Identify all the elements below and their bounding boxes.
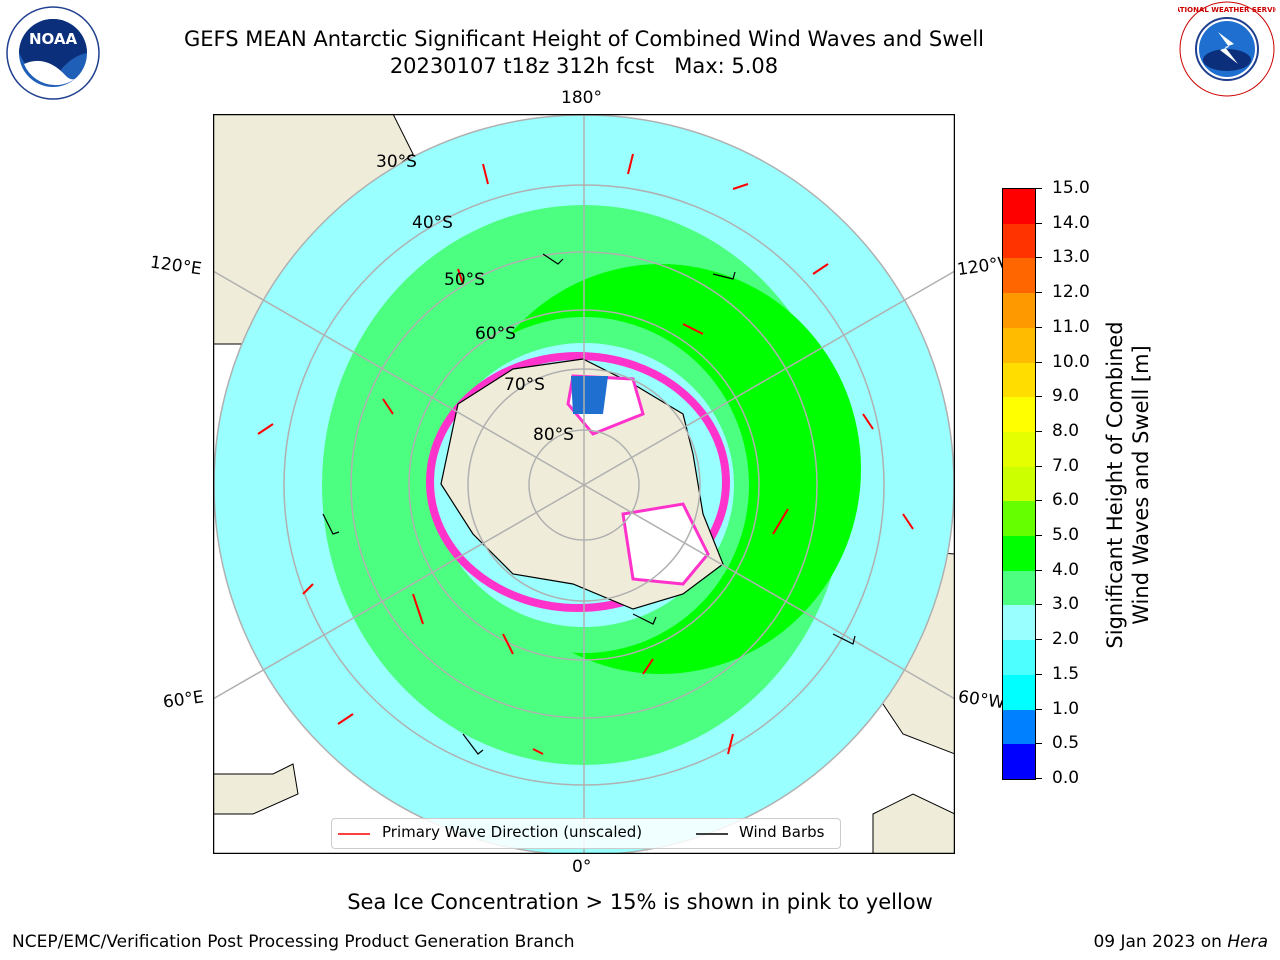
colorbar-tick-mark [1036, 778, 1042, 779]
colorbar-tick-mark [1036, 673, 1042, 675]
colorbar-tick-mark [1036, 743, 1042, 745]
colorbar-segment [1003, 709, 1035, 745]
map-legend: Primary Wave Direction (unscaled) Wind B… [331, 818, 841, 849]
colorbar-title-line-2: Wind Waves and Swell [m] [1129, 345, 1153, 625]
colorbar-segment [1003, 570, 1035, 606]
colorbar-tick-mark [1036, 257, 1042, 259]
colorbar-tick-label: 9.0 [1052, 386, 1080, 407]
colorbar-segment [1003, 397, 1035, 432]
colorbar-title-line-1: Significant Height of Combined [1103, 321, 1127, 649]
nws-ring-text: NATIONAL WEATHER SERVICE [1178, 6, 1276, 14]
footer-date-text: 09 Jan 2023 on [1093, 932, 1228, 952]
colorbar-tick-mark [1036, 500, 1042, 502]
footer-host: Hera [1227, 932, 1268, 952]
land-bottom-right [872, 793, 955, 854]
colorbar-segment [1003, 327, 1035, 363]
colorbar-tick-label: 11.0 [1052, 316, 1090, 337]
meridians [213, 114, 955, 854]
colorbar-tick-label: 2.0 [1052, 629, 1080, 650]
colorbar-tick-label: 5.0 [1052, 525, 1080, 546]
colorbar-tick-mark [1036, 361, 1042, 363]
colorbar-segment [1003, 258, 1035, 294]
colorbar-segment [1003, 293, 1035, 328]
colorbar-segment [1003, 466, 1035, 502]
colorbar-segment [1003, 189, 1035, 224]
colorbar-tick-label: 7.0 [1052, 455, 1080, 476]
colorbar-segment [1003, 640, 1035, 675]
colorbar-tick-label: 6.0 [1052, 490, 1080, 511]
colorbar-tick-label: 10.0 [1052, 351, 1090, 372]
colorbar-tick-label: 14.0 [1052, 212, 1090, 233]
sea-ice-ring [426, 352, 730, 612]
colorbar-tick-mark [1036, 465, 1042, 467]
noaa-logo: NOAA [6, 6, 100, 100]
lon-label-0: 0° [572, 857, 592, 877]
colorbar-tick-label: 0.5 [1052, 733, 1080, 754]
wind-barbs-legend-line [696, 833, 728, 835]
colorbar-segment [1003, 605, 1035, 641]
lat-label-30s: 30°S [376, 152, 417, 172]
lon-label-60w: 60°W [956, 686, 1005, 714]
colorbar-title: Significant Height of Combined Wind Wave… [1102, 321, 1154, 648]
land-africa [213, 763, 299, 815]
lon-label-60e: 60°E [161, 687, 206, 713]
colorbar-tick-label: 12.0 [1052, 282, 1090, 303]
colorbar-tick-mark [1036, 639, 1042, 641]
ice-ross-sea [571, 376, 608, 414]
colorbar-tick-label: 0.0 [1052, 768, 1080, 788]
colorbar-tick-mark [1036, 396, 1042, 398]
lat-label-50s: 50°S [444, 270, 485, 290]
colorbar-tick-mark [1036, 430, 1042, 432]
lat-label-40s: 40°S [412, 213, 453, 233]
noaa-logo-text: NOAA [29, 30, 78, 48]
colorbar-tick-mark [1036, 292, 1042, 294]
colorbar-tick-label: 8.0 [1052, 420, 1080, 441]
lon-label-180: 180° [561, 88, 602, 108]
colorbar-segment [1003, 431, 1035, 467]
lat-label-80s: 80°S [533, 425, 574, 445]
colorbar-tick-mark [1036, 222, 1042, 224]
colorbar-tick-label: 1.0 [1052, 698, 1080, 719]
lat-label-60s: 60°S [475, 324, 516, 344]
wave-direction-arrows [257, 153, 914, 755]
sea-ice-caption: Sea Ice Concentration > 15% is shown in … [347, 890, 933, 914]
colorbar-segment [1003, 536, 1035, 571]
colorbar-tick-label: 1.5 [1052, 663, 1080, 684]
colorbar-tick-mark [1036, 604, 1042, 606]
legend-wind-barbs: Wind Barbs [739, 823, 825, 841]
colorbar-tick-label: 15.0 [1052, 178, 1090, 198]
wave-direction-legend-line [338, 833, 370, 835]
legend-wave-direction: Primary Wave Direction (unscaled) [382, 823, 643, 841]
footer-branch: NCEP/EMC/Verification Post Processing Pr… [12, 932, 575, 952]
wind-barbs [322, 253, 856, 755]
colorbar-tick-mark [1036, 569, 1042, 571]
lat-label-70s: 70°S [504, 375, 545, 395]
colorbar-tick-mark [1036, 326, 1042, 328]
colorbar-tick-label: 13.0 [1052, 247, 1090, 268]
colorbar-tick-mark [1036, 188, 1042, 189]
colorbar-segment [1003, 744, 1035, 779]
colorbar-segment [1003, 362, 1035, 398]
chart-title: GEFS MEAN Antarctic Significant Height o… [0, 26, 1168, 80]
nws-logo: NATIONAL WEATHER SERVICE [1169, 0, 1280, 98]
lon-label-120e: 120°E [148, 252, 203, 280]
colorbar-tick-mark [1036, 535, 1042, 537]
ice-shelf-weddell [621, 502, 710, 586]
colorbar-tick-mark [1036, 708, 1042, 710]
footer-date: 09 Jan 2023 on Hera [1093, 932, 1268, 952]
title-line-1: GEFS MEAN Antarctic Significant Height o… [183, 27, 985, 51]
colorbar [1002, 188, 1036, 780]
title-line-2: 20230107 t18z 312h fcst Max: 5.08 [389, 54, 779, 78]
colorbar-segment [1003, 674, 1035, 710]
colorbar-tick-label: 4.0 [1052, 559, 1080, 580]
polar-map [212, 113, 956, 855]
colorbar-segment [1003, 501, 1035, 537]
colorbar-tick-label: 3.0 [1052, 594, 1080, 615]
map-canvas [212, 113, 956, 855]
colorbar-segment [1003, 223, 1035, 259]
